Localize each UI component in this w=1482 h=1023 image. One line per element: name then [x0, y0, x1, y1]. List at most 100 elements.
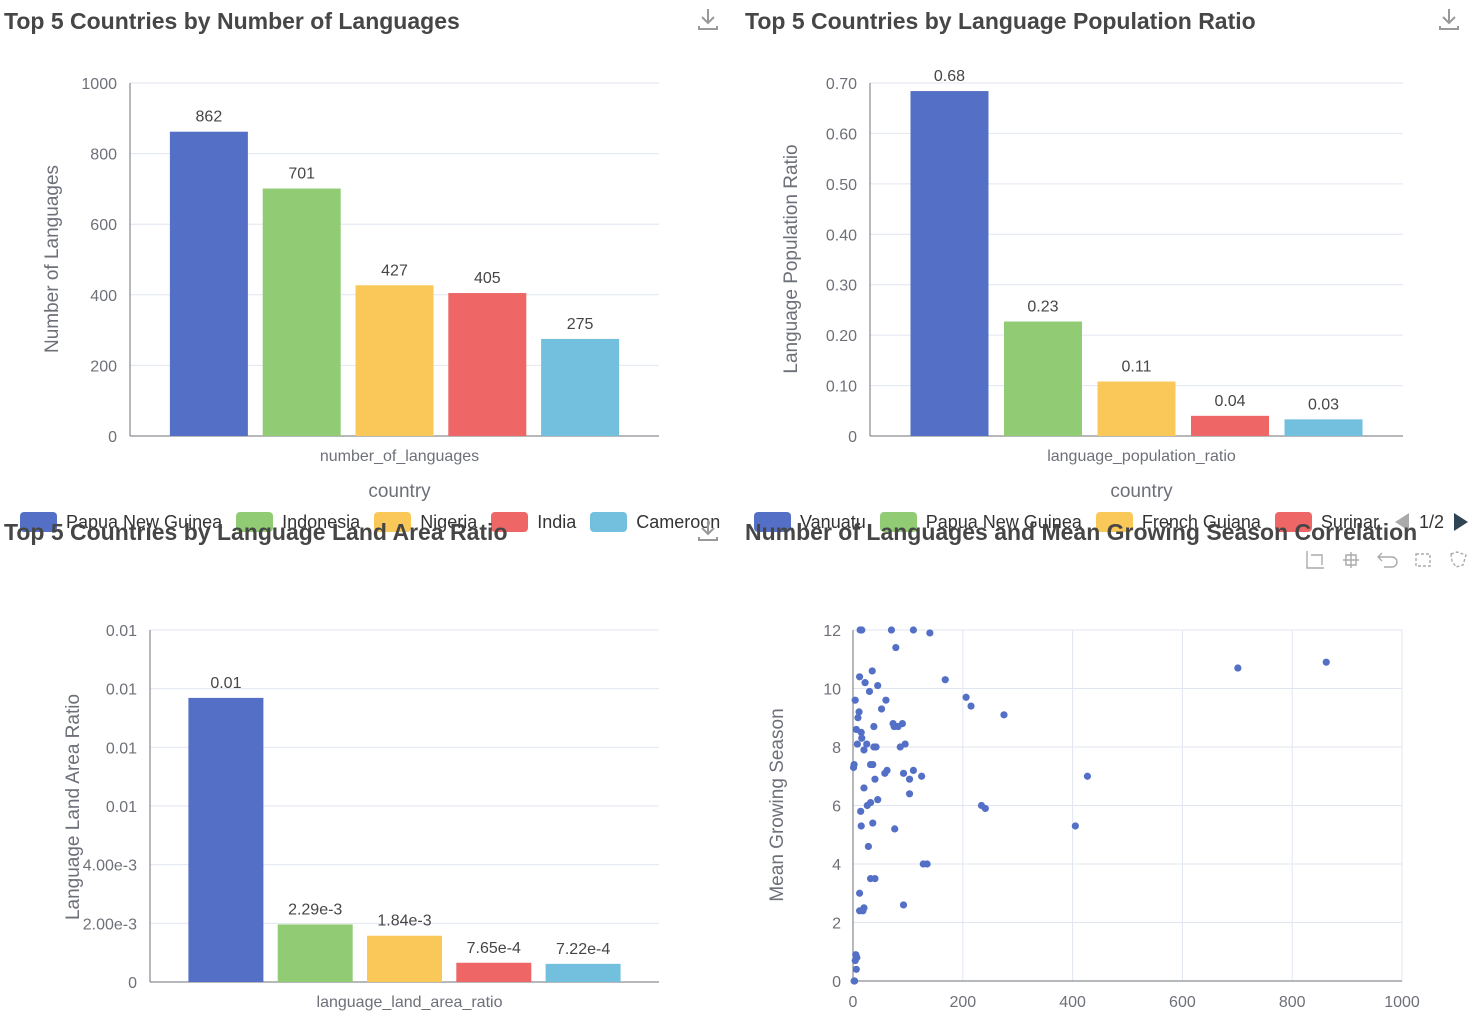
- bar-value-label: 275: [567, 316, 594, 333]
- legend-label: Papua New Guinea: [925, 511, 1082, 532]
- y-tick-label: 10: [823, 682, 841, 699]
- legend-item[interactable]: Surinar: [1274, 511, 1379, 533]
- scatter-point: [855, 708, 863, 716]
- x-tick-label: 0: [849, 994, 858, 1011]
- bar: [367, 935, 442, 982]
- bar-chart-population-ratio: 0 0.10 0.20 0.30 0.40 0.50 0.60 0.70 0.68 0.23 0.1…: [781, 68, 1403, 502]
- scatter-point: [870, 722, 878, 731]
- legend-swatch: [879, 512, 917, 532]
- x-axis-name: number_of_languages: [320, 448, 479, 465]
- scatter-point: [877, 705, 886, 713]
- chart-toolbox: [1304, 549, 1470, 571]
- scatter-point: [854, 714, 862, 722]
- bar-value-label: 7.22e-4: [556, 941, 610, 958]
- bar-chart-languages: 0 200 400 600 800 1000 862 701 427 405 275 number_o…: [42, 76, 659, 502]
- download-icon[interactable]: [695, 517, 721, 543]
- scatter-point: [967, 702, 975, 710]
- y-tick-label: 0.40: [826, 227, 857, 244]
- legend-item[interactable]: Vanuatu: [754, 512, 866, 533]
- bar: [1003, 321, 1082, 436]
- legend-title: country: [1110, 481, 1173, 502]
- bar-value-label: 1.84e-3: [377, 913, 431, 930]
- scatter-point: [858, 734, 866, 742]
- y-tick-label: 0.01: [106, 799, 137, 816]
- x-tick-label: 800: [1279, 994, 1306, 1011]
- y-tick-label: 6: [832, 799, 841, 816]
- scatter-point: [863, 740, 871, 748]
- legend-label: Surinar: [1320, 511, 1379, 532]
- scatter-point: [926, 629, 934, 637]
- scatter-point: [909, 766, 917, 774]
- chart-title: Top 5 Countries by Number of Languages: [4, 8, 460, 34]
- scatter-point: [1322, 658, 1330, 666]
- legend-label: Papua New Guinea: [66, 511, 223, 532]
- legend-label: French Guiana: [1141, 511, 1261, 532]
- scatter-point: [851, 696, 859, 704]
- x-tick-label: 400: [1059, 994, 1086, 1011]
- legend-item[interactable]: Papua New Guinea: [20, 512, 222, 533]
- lasso-select-icon[interactable]: [1448, 549, 1470, 571]
- scatter-point: [892, 643, 900, 652]
- legend-swatch: [236, 512, 274, 532]
- scatter-point: [874, 681, 882, 690]
- download-icon[interactable]: [695, 6, 721, 32]
- bar-value-label: 862: [196, 109, 223, 126]
- restore-icon[interactable]: [1376, 549, 1398, 571]
- zoom-reset-icon[interactable]: [1340, 549, 1362, 571]
- scatter-point: [851, 956, 859, 965]
- y-tick-label: 2: [832, 916, 841, 933]
- legend-item[interactable]: Papua New Guinea: [879, 511, 1082, 533]
- scatter-point: [852, 951, 860, 959]
- legend-label: Cameroon: [636, 511, 721, 532]
- y-tick-label: 0.01: [106, 682, 137, 699]
- legend-swatch: [374, 512, 412, 532]
- scatter-point: [909, 626, 917, 634]
- bar-value-label: 2.29e-3: [288, 901, 342, 918]
- scatter-point: [1000, 711, 1008, 719]
- scatter-point: [882, 696, 890, 704]
- bar: [541, 338, 620, 436]
- chevron-right-icon[interactable]: [1453, 513, 1468, 531]
- chart-panel-scatter: Number of Languages and Mean Growing Sea…: [741, 511, 1482, 1023]
- scatter-point: [865, 687, 874, 696]
- chart-panel-population-ratio: Top 5 Countries by Language Population R…: [741, 0, 1482, 532]
- y-tick-label: 0: [108, 429, 117, 446]
- legend-item[interactable]: Indonesia: [236, 512, 360, 533]
- bar-value-label: 427: [381, 262, 408, 279]
- scatter-point: [853, 740, 861, 748]
- y-tick-label: 0: [128, 975, 137, 992]
- scatter-point: [881, 769, 889, 777]
- legend-swatch: [754, 512, 791, 532]
- legend-item[interactable]: French Guiana: [1095, 511, 1261, 533]
- scatter-point: [852, 965, 860, 973]
- chart-title: Top 5 Countries by Language Population R…: [745, 8, 1256, 34]
- y-tick-label: 0: [832, 974, 841, 991]
- legend-item[interactable]: Nigeria: [374, 512, 477, 533]
- x-tick-label: 200: [949, 994, 976, 1011]
- bar-value-label: 0.23: [1027, 299, 1058, 316]
- scatter-point: [855, 907, 864, 915]
- scatter-point: [864, 842, 872, 851]
- scatter-chart: 0 2 4 6 8 10 12 0 200 400 600 800 1000 Mean Growing S…: [767, 623, 1420, 1011]
- scatter-point: [891, 825, 899, 833]
- download-icon[interactable]: [1436, 6, 1462, 32]
- scatter-point: [863, 801, 871, 810]
- chart-panel-land-area-ratio: Top 5 Countries by Language Land Area Ra…: [0, 511, 741, 1023]
- chevron-left-icon[interactable]: [1394, 513, 1409, 531]
- y-tick-label: 0.30: [826, 278, 857, 295]
- legend-swatch: [491, 512, 529, 532]
- x-tick-label: 1000: [1384, 994, 1420, 1011]
- y-axis-name: Mean Growing Season: [767, 708, 788, 901]
- legend: Papua New Guinea Indonesia Nigeria India Cam…: [20, 510, 734, 534]
- scatter-point: [899, 769, 908, 777]
- legend-item[interactable]: Cameroon: [590, 512, 720, 533]
- scatter-point: [1083, 772, 1092, 780]
- x-axis-name: language_land_area_ratio: [317, 994, 503, 1011]
- bar: [188, 697, 264, 982]
- scatter-point: [905, 775, 914, 783]
- zoom-icon[interactable]: [1304, 549, 1326, 571]
- chart-title: Top 5 Countries by Language Land Area Ra…: [4, 519, 508, 545]
- legend-item[interactable]: India: [491, 512, 576, 533]
- rect-select-icon[interactable]: [1412, 549, 1434, 571]
- y-tick-label: 0.10: [826, 379, 857, 396]
